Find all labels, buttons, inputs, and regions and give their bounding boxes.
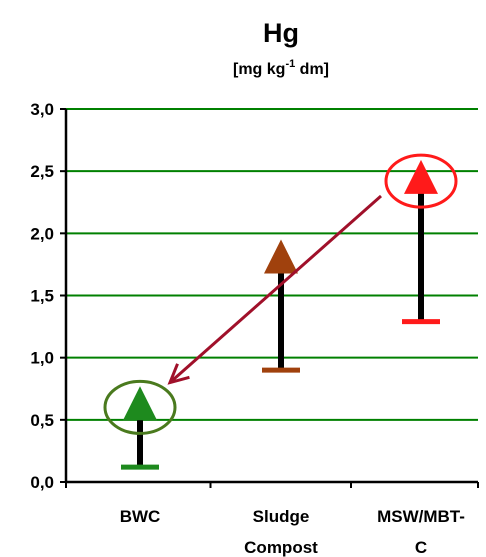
arrow-line xyxy=(169,194,382,384)
range-marker xyxy=(402,159,440,325)
y-tick-label: 0,5 xyxy=(30,411,54,430)
arrow-head xyxy=(167,363,190,385)
range-marker xyxy=(121,386,159,470)
x-tick-label: Compost xyxy=(244,538,318,557)
x-tick-label: BWC xyxy=(120,507,161,526)
max-marker xyxy=(123,386,157,421)
y-tick-label: 2,5 xyxy=(30,162,54,181)
highlight-circle xyxy=(103,379,177,435)
highlight-circle xyxy=(384,153,458,209)
subtitle-suffix: dm] xyxy=(295,61,329,78)
x-tick-labels: BWC Sludge Compost MSW/MBT- C xyxy=(120,507,465,557)
x-tick-label: Sludge xyxy=(253,507,310,526)
y-tick-label: 3,0 xyxy=(30,100,54,119)
gridlines xyxy=(66,108,478,421)
range-marker xyxy=(262,239,300,373)
y-tick-label: 1,5 xyxy=(30,287,54,306)
chart-subtitle: [mg kg-1 dm] xyxy=(233,58,329,78)
x-tick-label: C xyxy=(415,538,427,557)
x-tick-label: MSW/MBT- xyxy=(377,507,465,526)
subtitle-prefix: [mg kg xyxy=(233,61,285,78)
y-tick-label: 0,0 xyxy=(30,473,54,492)
annotations xyxy=(103,153,458,435)
y-tick-labels: 0,0 0,5 1,0 1,5 2,0 2,5 3,0 xyxy=(30,100,54,492)
y-tick-label: 2,0 xyxy=(30,224,54,243)
chart-title: Hg xyxy=(263,18,299,48)
y-tick-label: 1,0 xyxy=(30,349,54,368)
subtitle-superscript: -1 xyxy=(285,58,295,70)
max-marker xyxy=(264,239,298,274)
axes xyxy=(60,108,479,488)
max-marker xyxy=(404,159,438,194)
